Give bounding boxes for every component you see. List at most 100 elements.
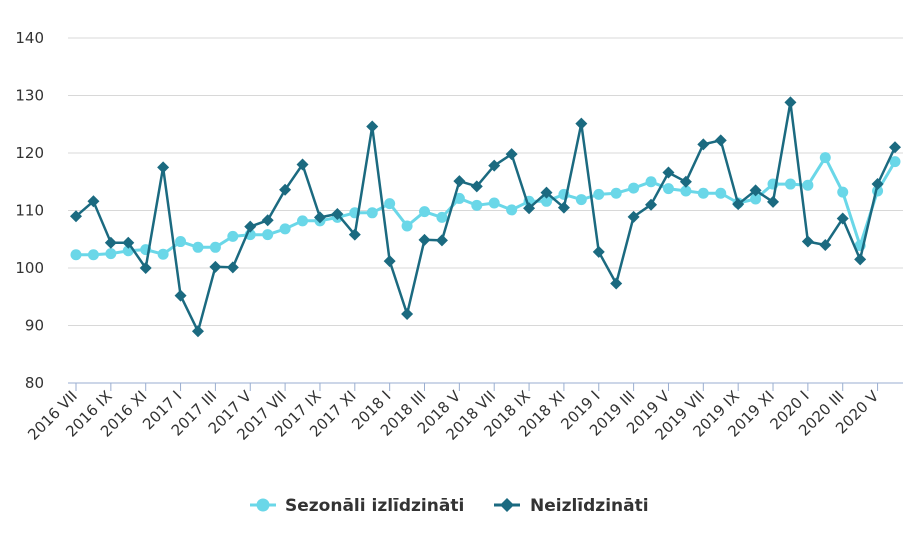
data-point — [297, 215, 309, 227]
data-point — [506, 204, 518, 216]
data-point — [523, 202, 536, 215]
data-point — [662, 166, 675, 179]
y-tick-label: 100 — [15, 259, 44, 277]
data-point — [889, 156, 901, 168]
legend-item[interactable]: Neizlīdzināti — [494, 496, 649, 516]
data-point — [157, 161, 170, 174]
data-point — [70, 249, 82, 261]
data-point — [209, 260, 222, 273]
legend-marker-icon — [256, 498, 270, 512]
data-point — [453, 192, 465, 204]
data-point — [697, 187, 709, 199]
legend-label: Sezonāli izlīdzināti — [285, 496, 464, 516]
data-point — [348, 228, 361, 241]
y-tick-label: 130 — [15, 87, 44, 105]
data-point — [767, 195, 780, 208]
data-point — [401, 308, 414, 320]
data-point — [244, 220, 257, 233]
legend-label: Neizlīdzināti — [530, 496, 649, 516]
data-point — [435, 234, 448, 247]
data-point — [854, 253, 867, 266]
data-point — [593, 188, 605, 200]
data-point — [174, 289, 187, 302]
data-point — [784, 178, 796, 190]
data-point — [575, 194, 587, 206]
data-point — [384, 198, 396, 210]
data-point — [175, 236, 187, 248]
data-point — [749, 184, 762, 197]
data-point — [819, 239, 832, 251]
data-point — [279, 223, 291, 235]
data-point — [540, 195, 552, 207]
data-point — [819, 152, 831, 164]
data-point — [313, 211, 326, 224]
data-point — [209, 241, 221, 253]
data-point — [104, 236, 117, 249]
y-tick-label: 120 — [15, 144, 44, 162]
data-point — [418, 233, 431, 246]
data-point — [540, 186, 553, 199]
y-tick-label: 90 — [25, 317, 44, 335]
grid: 80 90 100 110 120 130 140 — [15, 29, 903, 392]
legend-item[interactable]: Sezonāli izlīdzināti — [250, 496, 464, 516]
series-seasonally-adjusted — [70, 152, 901, 261]
y-tick-label: 110 — [15, 202, 44, 220]
data-point — [557, 201, 570, 214]
y-tick-label: 140 — [15, 29, 44, 47]
data-point — [680, 185, 692, 197]
data-point — [801, 235, 814, 248]
series-layer — [70, 96, 901, 338]
data-point — [262, 229, 274, 241]
data-point — [471, 199, 483, 211]
data-point — [715, 187, 727, 199]
data-point — [419, 206, 431, 218]
data-point — [628, 182, 640, 194]
data-point — [592, 245, 605, 258]
data-point — [139, 262, 152, 274]
data-point — [122, 236, 135, 249]
series-line — [75, 101, 897, 333]
data-point — [732, 198, 745, 211]
data-point — [87, 195, 100, 208]
data-point — [662, 183, 674, 195]
data-point — [836, 212, 849, 225]
data-point — [889, 141, 901, 154]
data-point — [366, 120, 379, 133]
data-point — [802, 179, 814, 191]
data-point — [488, 159, 501, 172]
y-tick-label: 80 — [25, 374, 44, 392]
data-point — [401, 220, 413, 232]
data-point — [366, 207, 378, 219]
data-point — [157, 248, 169, 260]
data-point — [191, 325, 204, 338]
data-point — [192, 241, 204, 253]
legend-marker-icon — [500, 498, 514, 512]
data-point — [697, 138, 710, 151]
data-point — [784, 96, 797, 109]
data-point — [627, 210, 640, 223]
series-unadjusted — [70, 96, 901, 338]
data-point — [714, 134, 727, 147]
data-point — [70, 210, 82, 223]
data-point — [470, 180, 483, 193]
data-point — [279, 183, 292, 196]
data-point — [871, 178, 884, 191]
data-point — [505, 148, 518, 161]
data-point — [383, 255, 396, 268]
data-point — [87, 249, 99, 261]
data-point — [837, 186, 849, 198]
data-point — [436, 211, 448, 223]
data-point — [645, 176, 657, 188]
legend[interactable]: Sezonāli izlīdzināti Neizlīdzināti — [250, 496, 649, 516]
data-point — [679, 175, 692, 188]
data-point — [488, 197, 500, 209]
data-point — [331, 207, 344, 220]
data-point — [453, 175, 466, 188]
data-point — [645, 198, 658, 211]
data-point — [610, 277, 623, 290]
data-point — [750, 193, 762, 205]
data-point — [296, 158, 309, 171]
